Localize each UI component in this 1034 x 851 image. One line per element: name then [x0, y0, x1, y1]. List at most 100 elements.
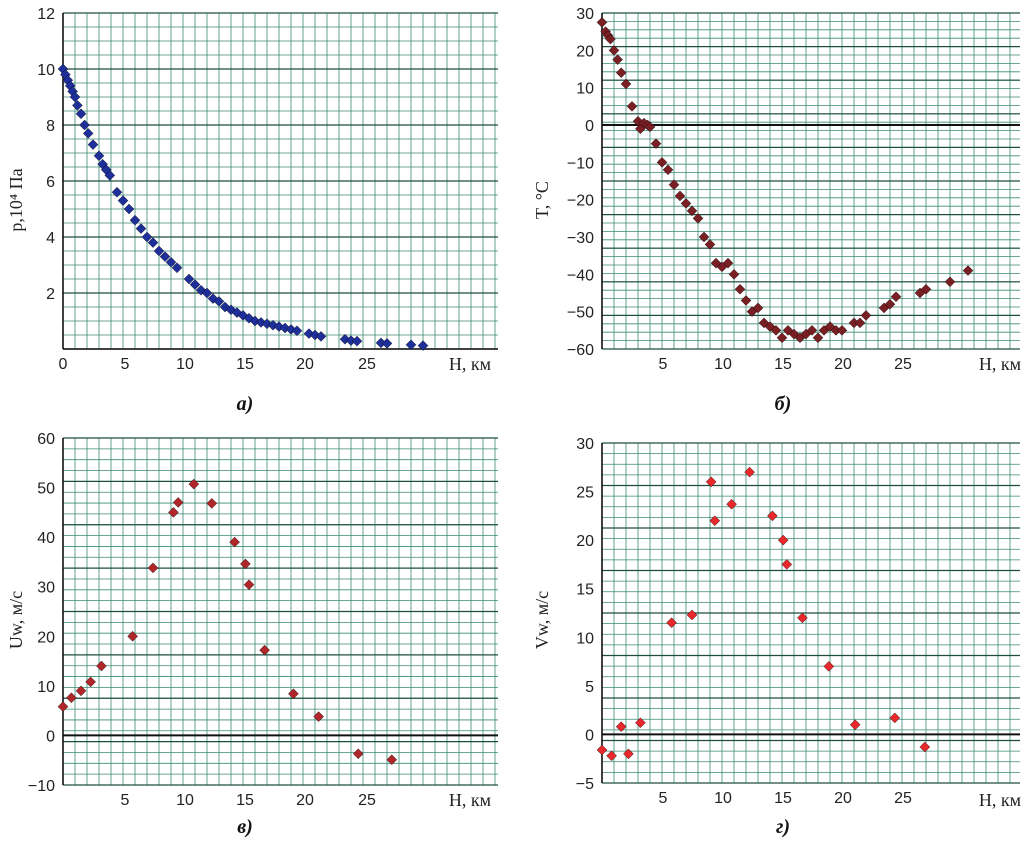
- x-tick-label: 10: [176, 356, 194, 373]
- y-tick-label: 4: [46, 230, 55, 247]
- panel-label: г): [776, 816, 790, 838]
- data-point: [147, 237, 159, 248]
- data-point: [797, 612, 808, 624]
- y-tick-label: 0: [585, 118, 594, 135]
- data-point: [686, 609, 698, 621]
- data-point: [172, 497, 184, 508]
- data-point: [417, 340, 429, 351]
- data-point: [605, 33, 616, 45]
- data-point: [962, 265, 974, 276]
- grid: [62, 12, 498, 350]
- x-tick-label: 10: [176, 792, 194, 809]
- data-point: [656, 157, 668, 168]
- x-tick-label: 5: [121, 356, 130, 373]
- data-point: [919, 741, 931, 753]
- y-tick-label: 20: [576, 43, 594, 60]
- data-point: [87, 139, 99, 150]
- data-point: [758, 317, 770, 329]
- data-point: [104, 170, 116, 181]
- data-point: [740, 295, 752, 306]
- data-point: [608, 45, 620, 56]
- y-tick-label: 50: [37, 481, 55, 498]
- data-point: [692, 213, 704, 224]
- x-tick-label: 0: [59, 356, 68, 373]
- data-point: [288, 688, 299, 700]
- data-point: [668, 179, 680, 191]
- x-axis-label: H, км: [979, 790, 1021, 810]
- data-point: [666, 617, 677, 628]
- data-point: [201, 287, 213, 299]
- data-point: [860, 310, 872, 321]
- y-axis-label: T, °C: [532, 181, 552, 219]
- data-point: [79, 119, 90, 131]
- data-point: [709, 515, 721, 526]
- data-point: [674, 190, 686, 202]
- data-point: [135, 223, 147, 234]
- data-point: [57, 701, 69, 712]
- x-tick-label: 5: [659, 790, 668, 807]
- data-point: [596, 744, 608, 756]
- y-tick-label: 8: [46, 118, 55, 135]
- data-point: [744, 466, 755, 478]
- data-point: [206, 498, 218, 509]
- x-tick-label: 10: [714, 356, 732, 373]
- data-point: [615, 67, 627, 79]
- data-point: [615, 721, 627, 732]
- data-point: [623, 748, 634, 760]
- data-point: [734, 283, 746, 295]
- data-point: [405, 339, 417, 351]
- data-point: [626, 101, 638, 112]
- data-point: [259, 644, 270, 656]
- y-axis-label: Vw, м/с: [532, 591, 552, 649]
- x-tick-label: 15: [774, 356, 792, 373]
- data-point: [159, 251, 171, 262]
- y-tick-label: −10: [28, 778, 55, 795]
- y-tick-label: 0: [46, 728, 55, 745]
- data-point: [82, 128, 94, 139]
- data-point: [767, 510, 778, 522]
- data-point: [243, 579, 255, 591]
- data-series: [596, 466, 931, 762]
- data-point: [117, 195, 129, 206]
- x-tick-label: 20: [296, 356, 314, 373]
- y-axis-label: p,10⁴ Па: [6, 168, 26, 231]
- data-point: [606, 750, 617, 762]
- data-point: [96, 660, 107, 672]
- data-point: [680, 198, 692, 209]
- y-tick-label: −30: [567, 230, 594, 247]
- data-point: [72, 100, 83, 111]
- data-point: [313, 711, 324, 722]
- data-point: [662, 164, 674, 176]
- data-point: [728, 269, 740, 280]
- y-tick-label: 10: [576, 630, 594, 647]
- x-tick-label: 25: [894, 356, 912, 373]
- data-point: [650, 138, 662, 149]
- data-point: [944, 276, 956, 288]
- y-tick-label: 10: [576, 81, 594, 98]
- y-tick-label: −20: [567, 193, 594, 210]
- data-point: [722, 257, 734, 269]
- chart-panel-3: −10 0 10 20 30 40 50 60 5 10 15 20 25 H, км Uw, м/с в): [6, 431, 498, 838]
- data-point: [127, 631, 138, 642]
- x-tick-label: 25: [358, 356, 376, 373]
- data-point: [788, 328, 800, 340]
- panel-label: а): [237, 393, 254, 415]
- y-tick-label: −40: [567, 267, 594, 284]
- y-tick-label: 20: [37, 629, 55, 646]
- x-tick-label: 15: [236, 792, 254, 809]
- data-series: [57, 63, 429, 351]
- y-tick-label: −10: [567, 155, 594, 172]
- data-point: [644, 121, 656, 133]
- data-point: [188, 478, 200, 490]
- data-point: [854, 317, 866, 329]
- data-point: [147, 562, 159, 574]
- data-point: [777, 534, 789, 546]
- data-point: [183, 273, 195, 285]
- y-tick-label: 6: [46, 174, 55, 191]
- x-axis-label: H, км: [449, 790, 491, 810]
- y-tick-label: −60: [567, 342, 594, 359]
- x-axis-label: H, км: [979, 354, 1021, 374]
- data-point: [85, 676, 96, 688]
- x-tick-label: 15: [236, 356, 254, 373]
- data-series: [596, 17, 974, 344]
